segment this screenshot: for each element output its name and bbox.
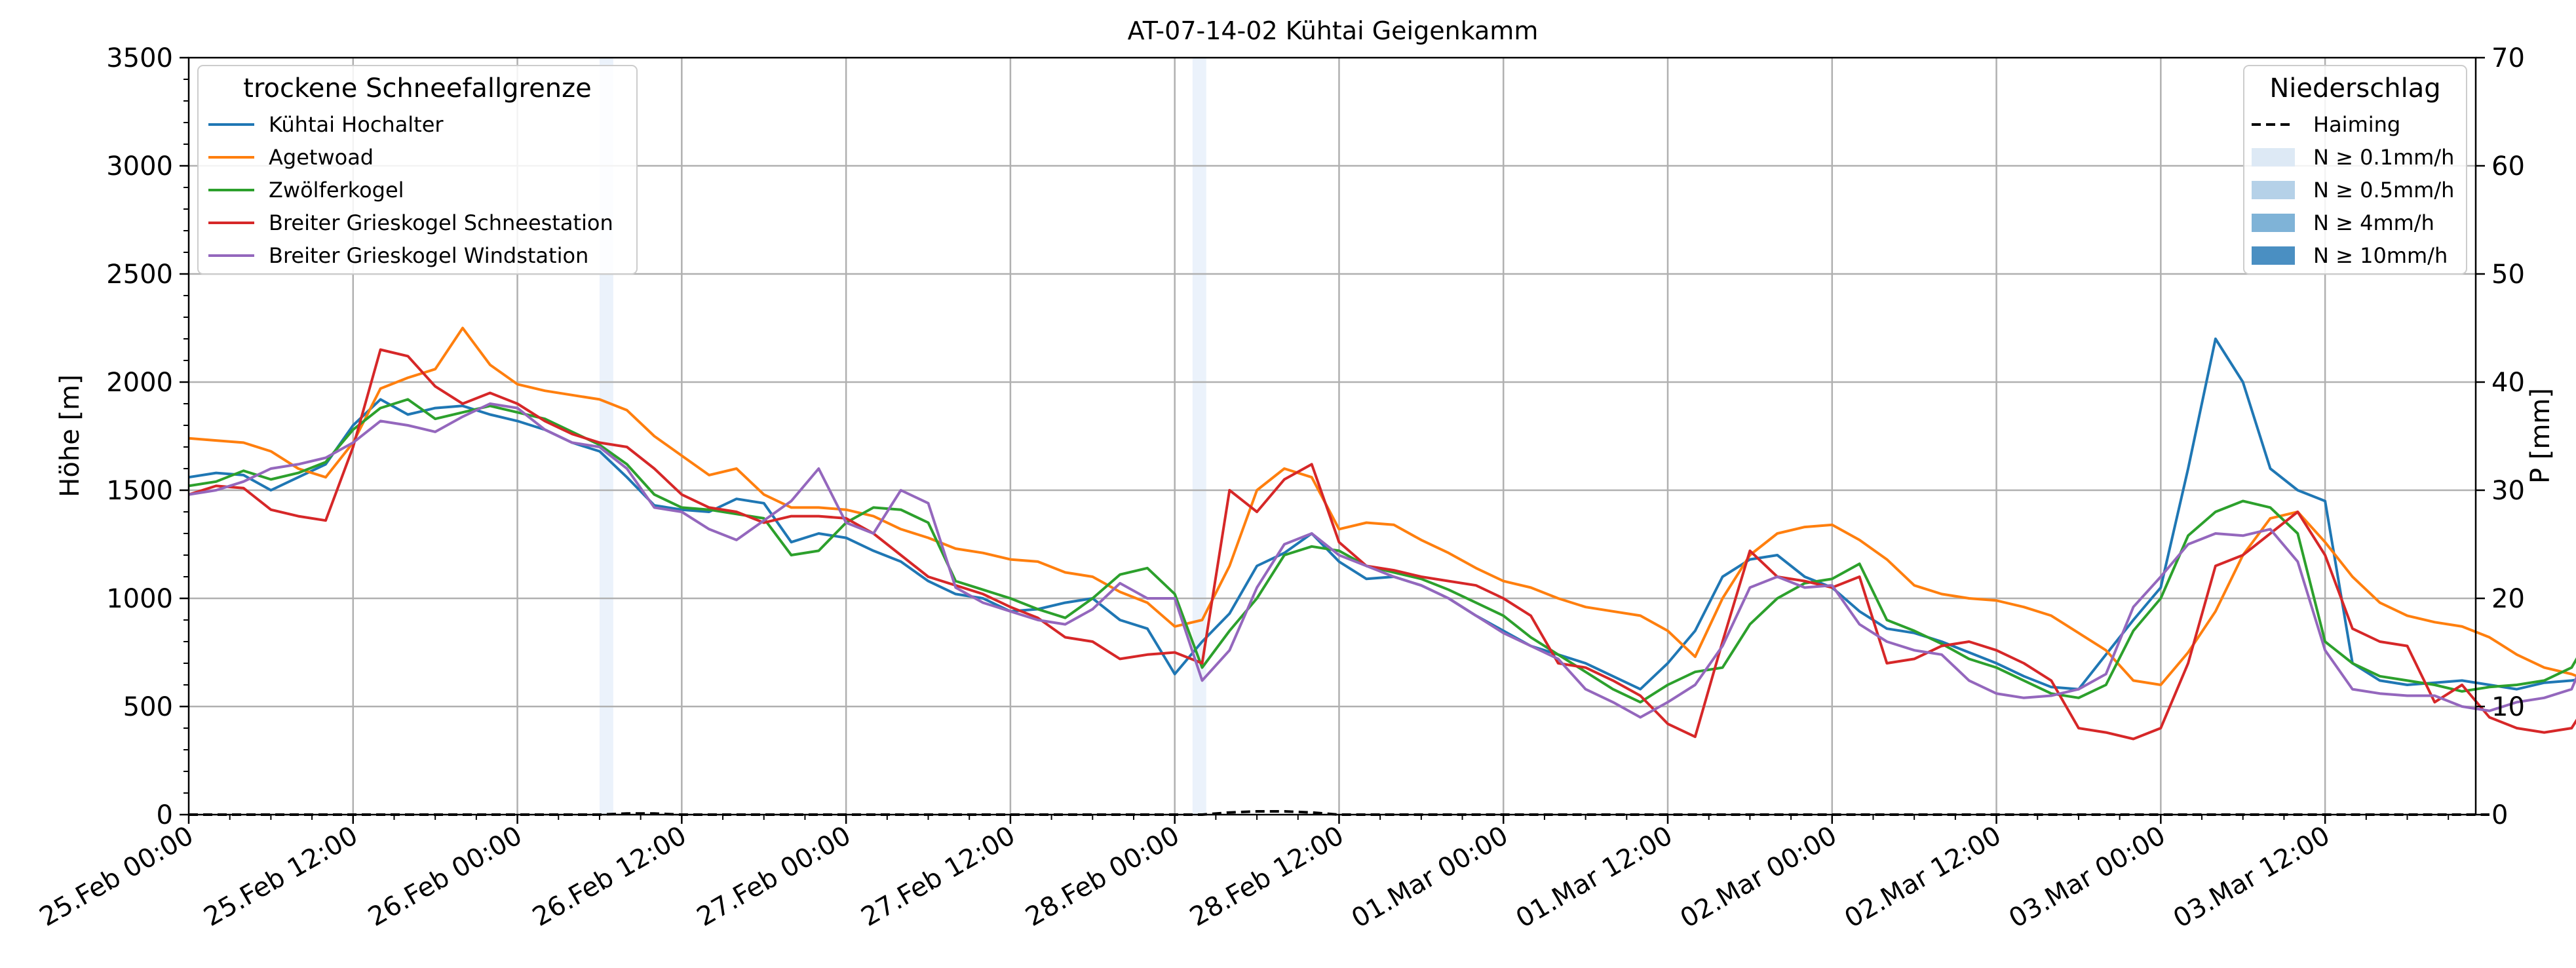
chart-title: AT-07-14-02 Kühtai Geigenkamm [1128,16,1539,45]
legend-precip-entries: Haiming N ≥ 0.1mm/h N ≥ 0.5mm/h N ≥ 4mm/h N … [2252,112,2454,268]
legend-precip-swatch [2252,181,2295,199]
legend-main-label: Breiter Grieskogel Schneestation [269,210,613,235]
plot-frame [187,56,2477,816]
y-axis-label: Höhe [m] [55,374,85,497]
series-lines [188,326,2576,741]
legend-main-label: Zwölferkogel [269,178,404,203]
y-tick-label: 2500 [106,260,173,290]
legend-main-label: Breiter Grieskogel Windstation [269,243,588,268]
legend-precip-swatch [2252,148,2295,166]
legend-precip-label: N ≥ 0.1mm/h [2313,145,2454,170]
legend-precip-label: Haiming [2313,112,2400,137]
y-tick-label: 500 [123,692,173,722]
legend-precip-swatch [2252,246,2295,265]
y-tick-label: 3500 [106,43,173,73]
y-tick-label: 2000 [106,368,173,398]
legend-main: trockene Schneefallgrenze Kühtai Hochalt… [197,65,638,275]
y2-tick-label: 50 [2491,260,2525,290]
legend-main-label: Kühtai Hochalter [269,112,444,137]
legend-precip-title: Niederschlag [2269,73,2440,104]
y2-tick-label: 40 [2491,368,2525,398]
y2-tick-label: 30 [2491,476,2525,506]
y2-tick-label: 10 [2491,692,2525,722]
series-line [188,402,2576,719]
legend-main-box [197,65,638,275]
legend-precip-label: N ≥ 0.5mm/h [2313,178,2454,203]
precip-band [1192,58,1206,815]
legend-precip-label: N ≥ 10mm/h [2313,243,2448,268]
y2-tick-label: 60 [2491,151,2525,182]
y-tick-label: 0 [157,800,173,830]
legend-main-label: Agetwoad [269,145,374,170]
legend-precip-swatch [2252,214,2295,232]
legend-main-entries: Kühtai Hochalter Agetwoad Zwölferkogel Brei… [208,112,613,268]
legend-main-title: trockene Schneefallgrenze [243,73,591,104]
y2-tick-label: 20 [2491,584,2525,614]
y-axis-right: 0 10 20 30 40 50 60 70 [2476,43,2525,830]
legend-precip-label: N ≥ 4mm/h [2313,210,2434,235]
y-axis-left: 0 500 1000 1500 2000 2500 3000 3500 [106,43,189,830]
legend-precip-box [2243,65,2467,275]
y-tick-label: 1500 [106,476,173,506]
series-line [188,348,2576,741]
legend-precip: Niederschlag Haiming N ≥ 0.1mm/h N ≥ 0.5mm… [2243,65,2467,275]
series-line [188,326,2576,686]
y-tick-label: 3000 [106,151,173,182]
y2-tick-label: 70 [2491,43,2525,73]
y2-tick-label: 0 [2491,800,2508,830]
y-tick-label: 1000 [106,584,173,614]
y2-axis-label: P [mm] [2526,388,2556,484]
series-line [188,398,2576,704]
